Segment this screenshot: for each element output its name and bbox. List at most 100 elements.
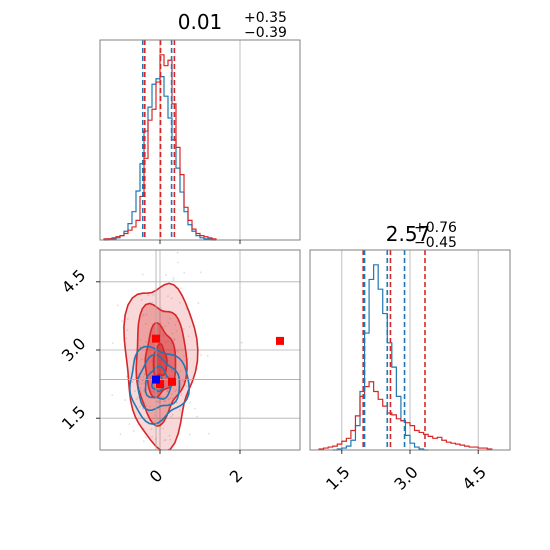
p2-scatter-point — [158, 398, 161, 401]
p2-scatter-point — [143, 373, 146, 376]
p2-ytick-label-0: 1.5 — [58, 402, 89, 433]
p2-scatter-point — [168, 402, 171, 405]
p2-scatter-point — [142, 407, 144, 410]
p2-scatter-point — [151, 301, 153, 304]
p2-scatter-point — [149, 405, 151, 408]
p2-scatter-point — [140, 454, 142, 456]
p2-scatter-point — [163, 377, 166, 380]
p2-scatter-point — [172, 279, 175, 281]
p2-scatter-point — [136, 396, 139, 399]
p2-scatter-point — [160, 307, 162, 309]
p2-scatter-point — [197, 302, 200, 305]
p2-scatter-point — [165, 274, 167, 276]
p2-contour-1-0 — [128, 345, 191, 426]
p2-scatter-point — [142, 376, 145, 378]
p2-scatter-point — [110, 459, 112, 461]
p2-scatter-point — [170, 297, 173, 300]
p2-scatter-point — [161, 334, 164, 337]
p2-scatter-point — [157, 401, 160, 404]
p2-scatter-point — [174, 324, 177, 326]
p1-title-sup: +0.35 — [244, 10, 287, 26]
p2-scatter-point — [167, 295, 169, 298]
p2-scatter-point — [153, 391, 156, 394]
p2-scatter-point — [174, 390, 177, 393]
p2-scatter-point — [152, 293, 155, 296]
p2-scatter-point — [185, 308, 188, 310]
p2-scatter-point — [176, 350, 179, 353]
p2-contour-1-2 — [144, 365, 172, 400]
p2-scatter-point — [111, 342, 114, 344]
p2-scatter-point — [139, 376, 142, 378]
p2-scatter-point — [183, 271, 186, 274]
p2-scatter-point — [141, 273, 144, 276]
p2-marker-4 — [152, 375, 160, 384]
p2-scatter-point — [176, 251, 179, 254]
p2-scatter-point — [119, 433, 122, 436]
p2-scatter-point — [182, 380, 185, 383]
p2-marker-2 — [168, 377, 176, 386]
p2-scatter-point — [175, 401, 178, 404]
p2-scatter-point — [134, 390, 137, 393]
p2-crosshair — [100, 250, 300, 450]
p2-scatter-point — [177, 261, 179, 264]
p2-scatter-point — [126, 317, 129, 320]
p2-scatter-point — [183, 355, 185, 358]
p2-scatter-point — [126, 329, 129, 332]
p2-scatter-point — [170, 369, 173, 372]
p2-scatter-point — [143, 390, 146, 393]
p2-scatter-point — [159, 331, 162, 334]
p2-scatter-point — [170, 415, 172, 418]
p2-scatter-point — [149, 375, 152, 378]
p2-scatter-point — [150, 428, 153, 431]
p2-scatter-point — [150, 461, 152, 463]
p2-scatter-point — [168, 435, 171, 437]
p2-scatter-point — [145, 436, 147, 439]
p3-xtick-label-2: 4.5 — [459, 462, 490, 493]
p2-scatter-point — [159, 340, 162, 342]
p2-scatter-point — [199, 271, 202, 274]
p2-scatter-point — [175, 329, 178, 332]
p2-scatter-point — [206, 354, 209, 357]
p2-scatter-point — [171, 370, 173, 373]
p1-title: 0.01 — [178, 10, 223, 34]
p2-scatter-point — [185, 385, 188, 387]
p2-scatter-point — [164, 325, 167, 328]
p2-scatter-point — [196, 415, 199, 418]
p2-scatter-point — [169, 375, 172, 378]
p3-xtick-label-1: 3.0 — [390, 462, 421, 493]
p3-title-sup: +0.76 — [414, 220, 457, 236]
p3-gridlines — [341, 250, 479, 450]
p2-scatter-point — [196, 454, 198, 456]
p2-scatter-point — [145, 340, 147, 343]
p2-scatter-point — [171, 397, 174, 400]
p2-scatter-point — [175, 388, 178, 391]
p2-scatter-point — [169, 317, 172, 320]
p2-scatter-point — [142, 344, 145, 347]
p2-scatter-point — [139, 387, 142, 389]
p2-scatter-point — [140, 299, 143, 301]
p2-scatter-point — [173, 339, 176, 341]
p2-scatter-point — [240, 341, 243, 344]
p2-scatter-point — [135, 398, 138, 400]
p2-scatter-point — [145, 313, 148, 316]
p2-contour-1-3 — [151, 375, 165, 393]
p2-scatter-point — [189, 401, 191, 404]
p2-scatter-point — [167, 398, 170, 401]
p2-scatter-point — [167, 390, 169, 392]
p2-scatter-point — [179, 370, 182, 372]
p2-scatter-point — [169, 438, 172, 441]
p2-markers — [152, 334, 284, 389]
p2-scatter-point — [182, 327, 185, 330]
p3-ticks: 1.5 3.0 4.5 — [322, 450, 490, 494]
p2-scatter-point — [132, 430, 135, 432]
p2-scatter-point — [151, 360, 153, 362]
p2-scatter-point — [116, 304, 119, 307]
p2-xtick-label-1: 2 — [226, 466, 247, 487]
p2-scatter-point — [111, 394, 114, 397]
p3-hist-series-0 — [332, 264, 429, 451]
p2-scatter-point — [150, 390, 153, 393]
p3-quantile-lines — [362, 250, 426, 450]
panel-joint-2d: 0 2 1.5 3.0 4.5 — [58, 249, 301, 487]
p3-histograms — [318, 264, 493, 451]
